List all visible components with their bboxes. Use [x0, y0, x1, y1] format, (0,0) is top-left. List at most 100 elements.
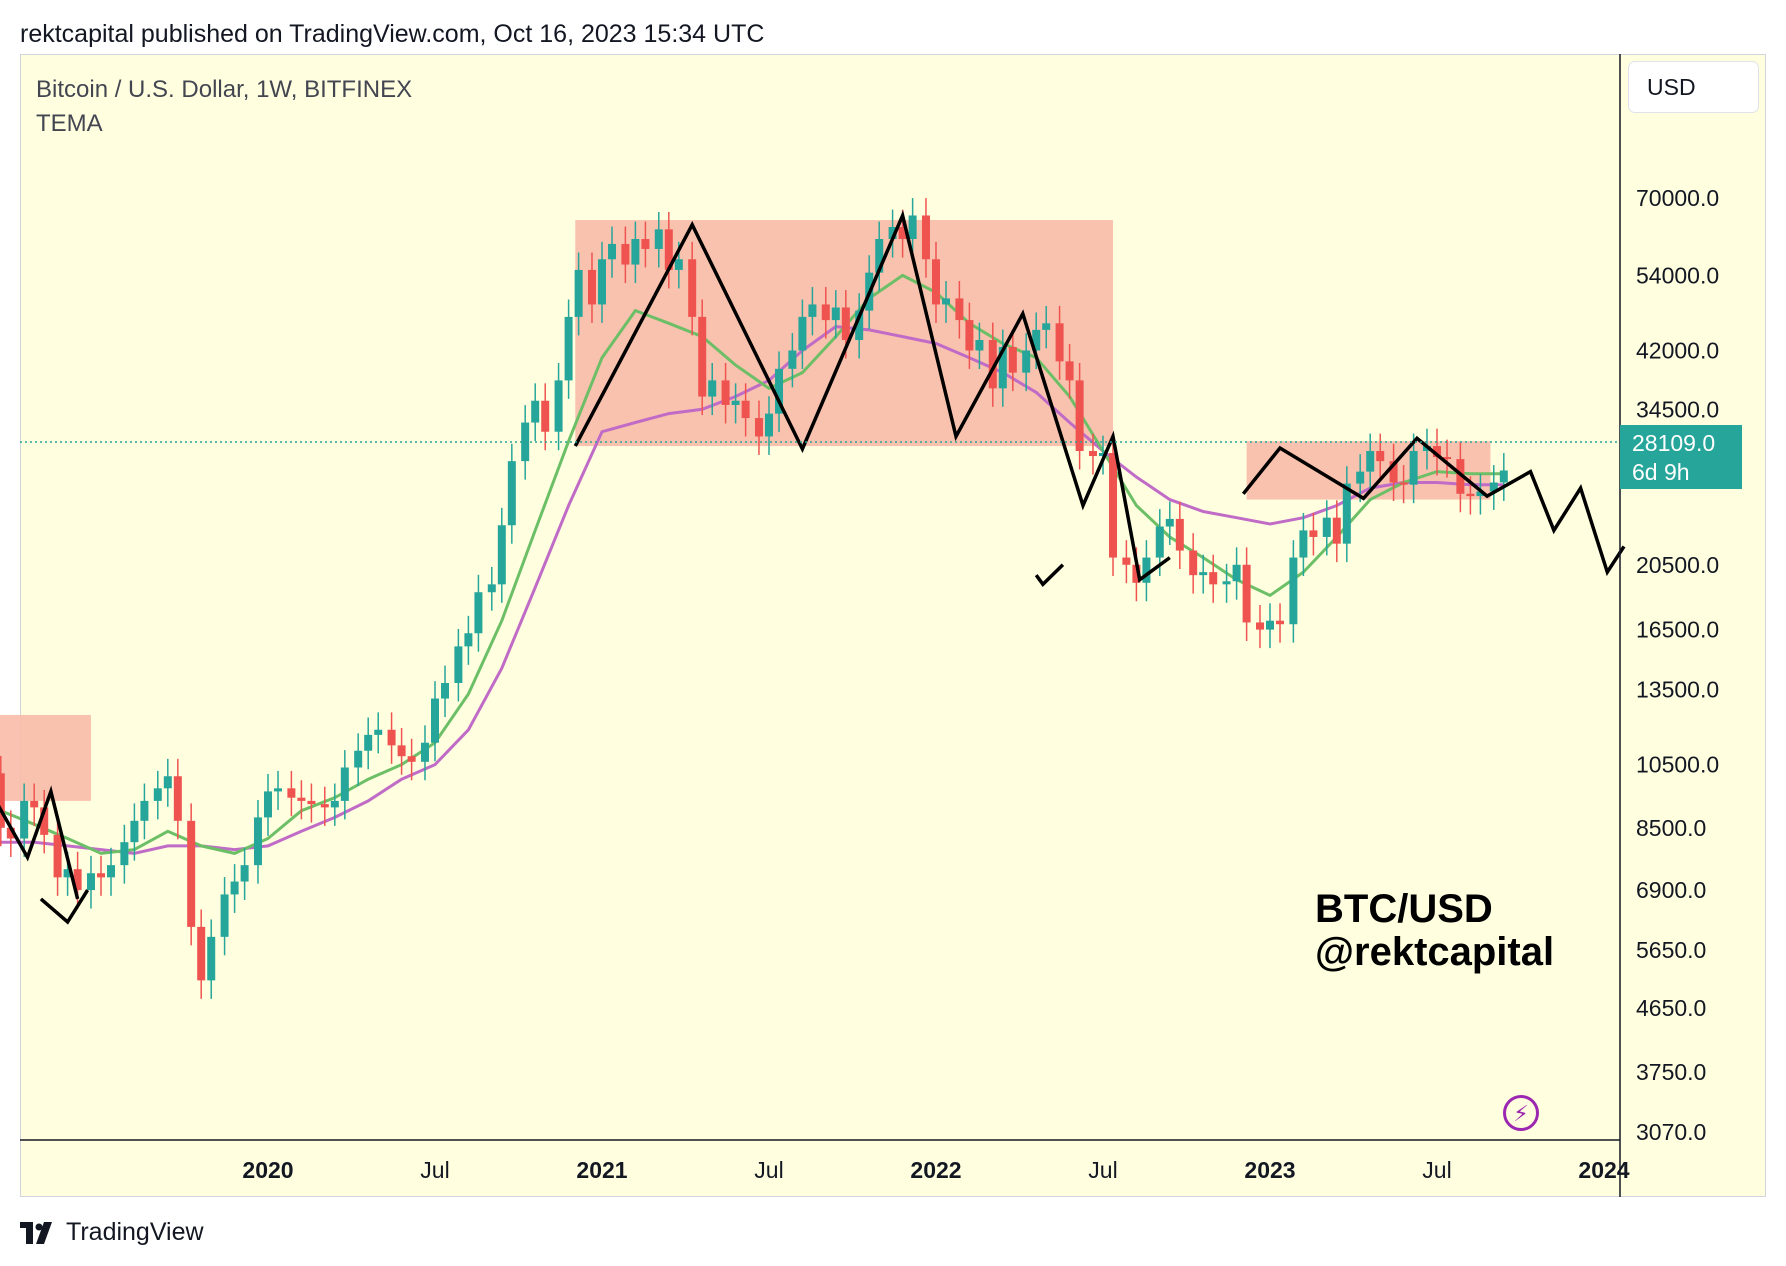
candle-body — [975, 340, 984, 351]
candle-body — [474, 592, 483, 634]
candle-body — [1022, 350, 1031, 373]
time-tick-label: Jul — [420, 1157, 449, 1183]
price-tick-label: 20500.0 — [1636, 552, 1719, 578]
candle-body — [173, 776, 182, 821]
indicator-legend[interactable]: TEMA — [36, 110, 103, 137]
price-tick-label: 10500.0 — [1636, 752, 1719, 778]
candle-body — [1366, 451, 1375, 472]
candle-body — [1042, 323, 1051, 330]
candle-body — [1276, 620, 1285, 625]
candle-body — [1199, 572, 1208, 576]
time-tick-label: 2024 — [1578, 1157, 1629, 1183]
candle-body — [197, 926, 206, 981]
candle-body — [1389, 461, 1398, 483]
candle-body — [1433, 446, 1441, 458]
candle-body — [855, 310, 864, 341]
price-tick-label: 42000.0 — [1636, 337, 1719, 363]
candle-body — [875, 239, 884, 273]
candle-body — [708, 380, 717, 397]
candle-body — [1466, 493, 1475, 497]
candle-body — [107, 865, 116, 878]
pattern-line — [39, 889, 90, 925]
candle-body — [1376, 451, 1385, 462]
candle-body — [374, 729, 383, 735]
candle-body — [698, 316, 707, 397]
candle-body — [841, 307, 850, 341]
candle-body — [1209, 572, 1218, 585]
candle-body — [63, 869, 72, 878]
candle-body — [441, 682, 450, 699]
candle-body — [420, 742, 429, 762]
bar-countdown: 6d 9h — [1632, 459, 1690, 485]
time-tick-label: Jul — [1088, 1157, 1117, 1183]
candle-body — [1222, 581, 1231, 585]
candle-body — [821, 304, 830, 321]
candle-body — [320, 804, 329, 808]
range-boxes — [0, 220, 1491, 801]
candle-body — [1499, 470, 1508, 483]
candle-body — [340, 767, 349, 801]
candle-body — [1489, 482, 1498, 492]
candle-body — [1456, 459, 1465, 494]
candles — [0, 198, 1508, 999]
last-price-value: 28109.0 — [1632, 430, 1716, 456]
candle-body — [1232, 564, 1241, 582]
candle-body — [1189, 550, 1198, 576]
candle-body — [274, 788, 283, 792]
candle-body — [307, 800, 316, 805]
candle-body — [798, 316, 807, 351]
currency-button[interactable]: USD — [1629, 62, 1758, 112]
candle-body — [932, 259, 940, 305]
price-tick-label: 54000.0 — [1636, 262, 1719, 288]
candle-body — [765, 413, 773, 437]
candle-body — [731, 400, 740, 405]
candle-body — [497, 525, 506, 585]
candle-body — [641, 239, 650, 249]
candle-body — [654, 229, 663, 249]
candle-body — [621, 243, 630, 265]
candle-body — [1356, 471, 1365, 484]
chart-watermark: BTC/USD @rektcapital — [1315, 888, 1554, 974]
pattern-line — [1034, 563, 1065, 587]
price-tick-label: 70000.0 — [1636, 185, 1719, 211]
candle-body — [598, 259, 606, 305]
footer-brand[interactable]: TradingView — [20, 1218, 204, 1247]
candle-body — [988, 340, 997, 389]
range-box — [0, 714, 91, 801]
candle-body — [898, 227, 907, 240]
brand-name: TradingView — [66, 1218, 204, 1246]
candle-body — [1309, 530, 1318, 537]
candle-body — [507, 461, 516, 526]
candle-body — [831, 307, 840, 321]
moving-averages — [0, 273, 1504, 855]
time-tick-label: 2021 — [576, 1157, 627, 1183]
candle-body — [30, 800, 39, 808]
candle-body — [253, 817, 262, 866]
candle-body — [1255, 622, 1264, 630]
price-tick-label: 3070.0 — [1636, 1119, 1706, 1145]
candle-body — [187, 820, 196, 927]
candle-body — [664, 229, 673, 270]
candle-body — [608, 243, 617, 260]
candle-body — [1088, 451, 1097, 457]
candle-body — [153, 788, 162, 801]
sma-green-line — [0, 273, 1504, 855]
candle-body — [942, 298, 951, 305]
candle-body — [788, 350, 797, 369]
candle-body — [1332, 517, 1341, 544]
candle-body — [130, 820, 139, 843]
candle-body — [1242, 564, 1251, 623]
candle-body — [140, 800, 149, 821]
candle-body — [1399, 482, 1408, 485]
candle-body — [1008, 346, 1017, 373]
candle-body — [674, 259, 683, 270]
symbol-legend[interactable]: Bitcoin / U.S. Dollar, 1W, BITFINEX — [36, 76, 413, 103]
lightning-icon[interactable]: ⚡ — [1503, 1095, 1539, 1131]
candle-body — [955, 298, 964, 321]
candle-body — [20, 800, 29, 839]
price-tick-label: 5650.0 — [1636, 937, 1706, 963]
candle-body — [1032, 329, 1041, 351]
candle-body — [1409, 451, 1418, 485]
candle-body — [998, 346, 1007, 389]
